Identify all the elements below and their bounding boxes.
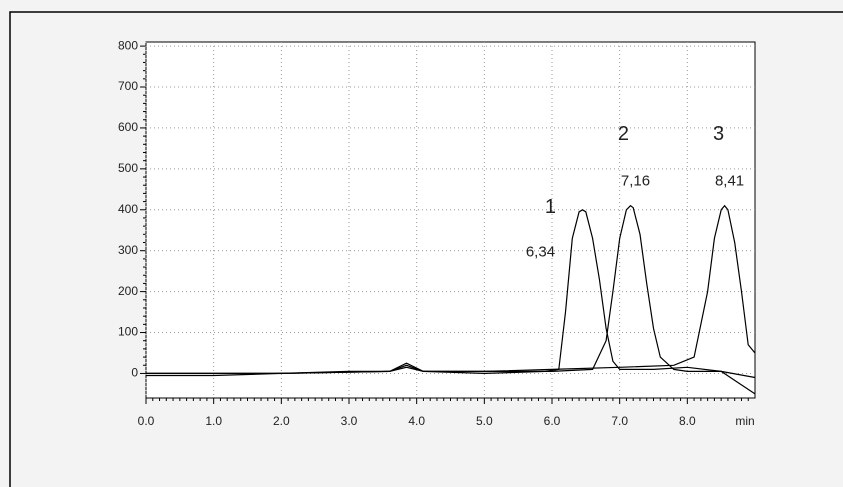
- plot-area: [146, 42, 755, 398]
- x-tick-label: 5.0: [476, 414, 493, 428]
- x-tick-label: 1.0: [205, 414, 222, 428]
- y-tick-label: 200: [118, 284, 138, 298]
- x-tick-label: 6.0: [544, 414, 561, 428]
- x-tick-label: 7.0: [611, 414, 628, 428]
- x-tick-label: 8.0: [679, 414, 696, 428]
- x-tick-label: 0.0: [138, 414, 155, 428]
- y-tick-label: 600: [118, 120, 138, 134]
- retention-time: 7,16: [621, 173, 650, 190]
- x-tick-label: 4.0: [408, 414, 425, 428]
- y-tick-label: 700: [118, 79, 138, 93]
- peak-number: 2: [618, 123, 629, 145]
- peak-number: 1: [545, 196, 556, 218]
- x-axis-label: min: [735, 414, 754, 428]
- chart: 0 100 200 300 400 500 600 700 800 0.0 1.0 2.0 3.0 4.0…: [0, 0, 843, 487]
- x-tick-label: 2.0: [273, 414, 290, 428]
- y-tick-label: 500: [118, 161, 138, 175]
- y-tick-label: 100: [118, 325, 138, 339]
- y-tick-label: 300: [118, 243, 138, 257]
- x-tick-label: 3.0: [341, 414, 358, 428]
- retention-time: 6,34: [526, 244, 555, 261]
- retention-time: 8,41: [715, 173, 744, 190]
- y-tick-label: 0: [131, 366, 138, 380]
- y-tick-label: 800: [118, 38, 138, 52]
- y-tick-label: 400: [118, 202, 138, 216]
- peak-number: 3: [713, 123, 724, 145]
